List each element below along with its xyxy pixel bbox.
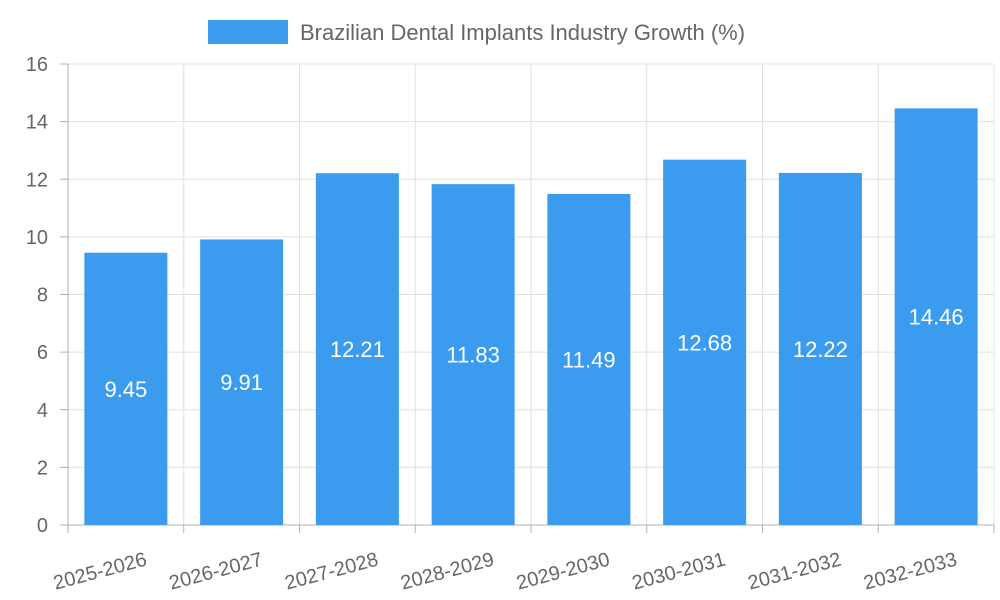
data-labels: 9.45 9.91 12.21 11.83 11.49 12.68 12.22 14.46	[104, 305, 963, 402]
x-tick-label-2026-2027: 2026-2027	[167, 549, 265, 595]
bar-2030-2031[interactable]	[663, 159, 747, 525]
y-tick-label: 12	[26, 169, 48, 191]
y-tick-label: 14	[26, 112, 48, 134]
y-tick-label: 2	[37, 457, 48, 479]
y-tick-label: 4	[37, 400, 48, 422]
bar-2025-2026[interactable]	[84, 252, 168, 526]
bar-2032-2033[interactable]	[894, 108, 978, 525]
bar-2027-2028[interactable]	[315, 173, 399, 525]
x-tick-label-2032-2033: 2032-2033	[861, 549, 959, 595]
data-label-2032-2033: 14.46	[909, 305, 964, 330]
grid	[67, 63, 995, 526]
bar-2029-2030[interactable]	[547, 193, 631, 525]
x-tick-label-2030-2031: 2030-2031	[630, 549, 728, 595]
x-tick-label-2031-2032: 2031-2032	[746, 549, 844, 595]
legend[interactable]: Brazilian Dental Implants Industry Growt…	[208, 20, 745, 45]
x-tick-label-2029-2030: 2029-2030	[514, 549, 612, 595]
legend-swatch	[208, 20, 288, 44]
y-tick-labels: 0 2 4 6 8 10 12 14 16	[26, 54, 48, 537]
y-tick-label: 10	[26, 227, 48, 249]
bar-2031-2032[interactable]	[778, 172, 862, 525]
bars	[84, 108, 978, 526]
y-tick-label: 8	[37, 285, 48, 307]
y-tick-label: 16	[26, 54, 48, 76]
bar-2026-2027[interactable]	[200, 239, 284, 525]
data-label-2025-2026: 9.45	[104, 377, 147, 402]
x-tick-labels: 2025-2026 2026-2027 2027-2028 2028-2029 2029…	[51, 549, 959, 595]
bar-2028-2029[interactable]	[431, 184, 515, 525]
data-label-2026-2027: 9.91	[220, 370, 263, 395]
data-label-2031-2032: 12.22	[793, 337, 848, 362]
data-label-2029-2030: 11.49	[562, 347, 615, 372]
x-tick-label-2025-2026: 2025-2026	[51, 549, 149, 595]
y-tick-label: 0	[37, 515, 48, 537]
data-label-2030-2031: 12.68	[677, 330, 732, 355]
x-tick-label-2028-2029: 2028-2029	[398, 549, 496, 595]
x-tick-label-2027-2028: 2027-2028	[283, 549, 381, 595]
data-label-2028-2029: 11.83	[446, 343, 499, 368]
legend-label: Brazilian Dental Implants Industry Growt…	[300, 20, 745, 45]
data-label-2027-2028: 12.21	[330, 337, 385, 362]
y-tick-label: 6	[37, 342, 48, 364]
